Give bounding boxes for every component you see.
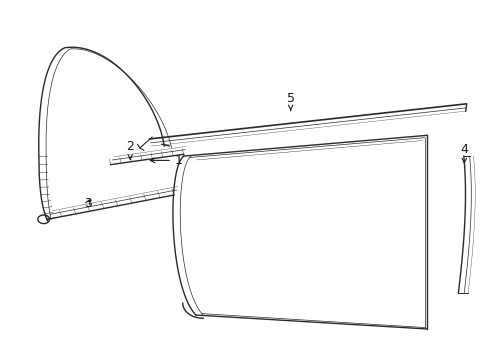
Text: 4: 4 — [459, 143, 467, 163]
Text: 3: 3 — [84, 197, 92, 210]
Text: 5: 5 — [286, 92, 294, 111]
Text: 2: 2 — [126, 140, 134, 159]
Text: 1: 1 — [150, 154, 183, 167]
